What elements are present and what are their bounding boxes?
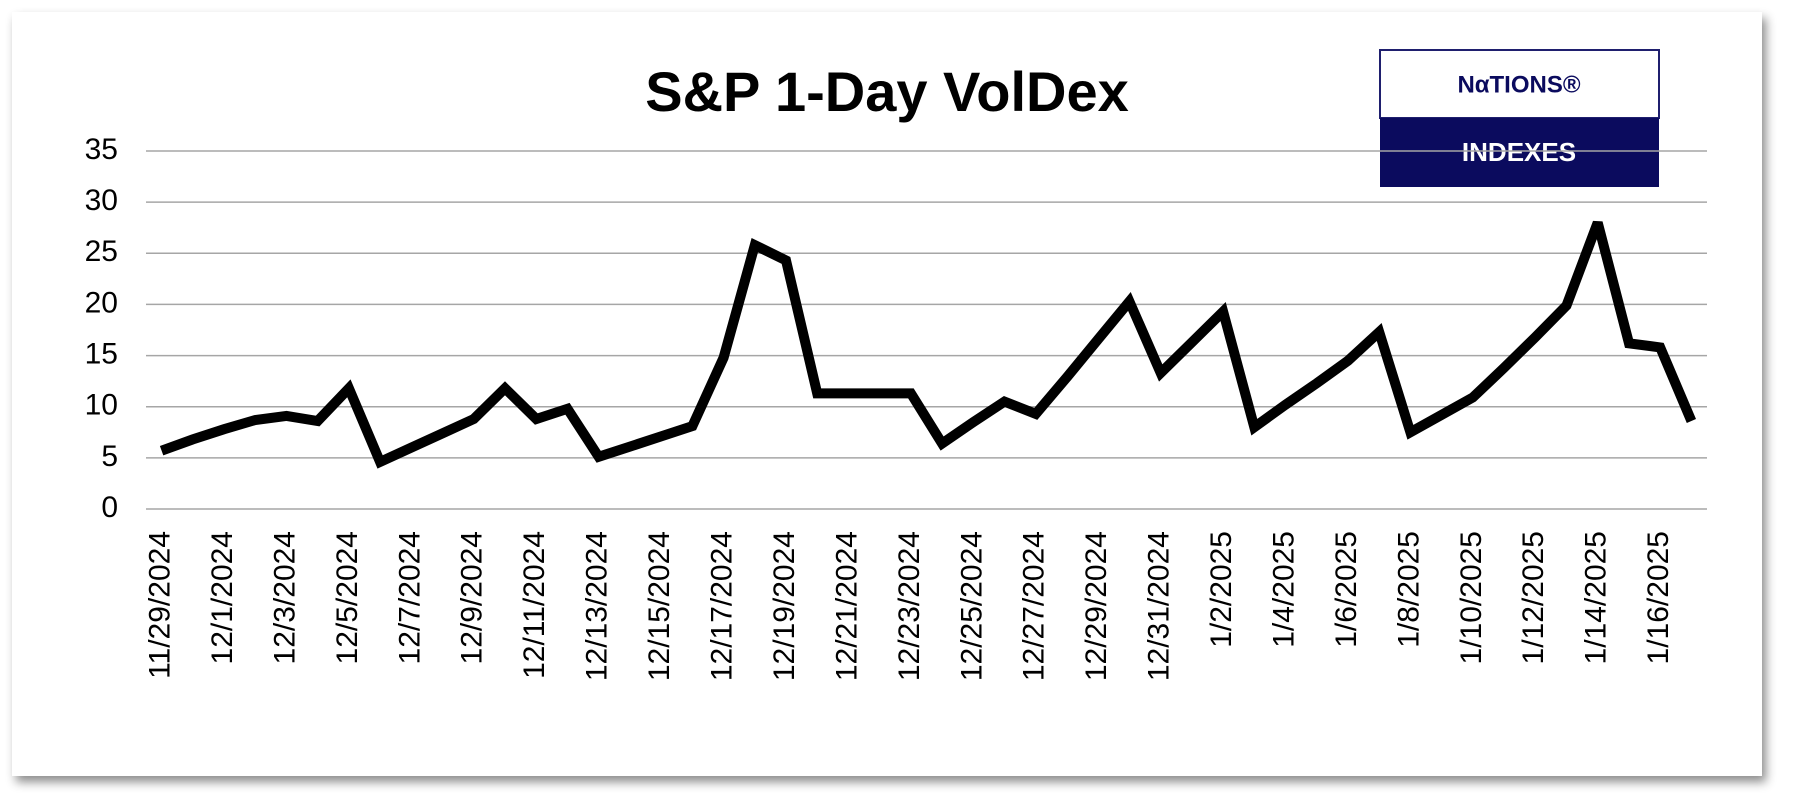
x-tick-label: 12/7/2024 (393, 531, 426, 664)
x-tick-label: 1/6/2025 (1330, 531, 1363, 648)
y-tick-label: 15 (85, 337, 118, 370)
x-tick-label: 12/3/2024 (268, 531, 301, 664)
x-tick-label: 12/11/2024 (518, 531, 551, 679)
x-tick-label: 1/12/2025 (1517, 531, 1550, 664)
x-tick-label: 12/27/2024 (1018, 531, 1051, 681)
logo-top-box (1379, 49, 1660, 119)
y-tick-label: 30 (85, 184, 118, 217)
x-tick-label: 12/23/2024 (893, 531, 926, 681)
logo-top-text: NαTIONS® (1457, 71, 1580, 98)
x-tick-label: 12/19/2024 (768, 531, 801, 681)
data-line (159, 220, 1697, 469)
x-tick-label: 1/16/2025 (1642, 531, 1675, 664)
x-tick-label: 12/31/2024 (1143, 531, 1176, 681)
chart-title: S&P 1-Day VolDex (645, 60, 1128, 123)
x-tick-label: 1/14/2025 (1580, 531, 1613, 664)
x-tick-label: 12/25/2024 (955, 531, 988, 681)
y-tick-label: 0 (101, 491, 118, 524)
y-tick-label: 35 (85, 133, 118, 166)
x-tick-label: 12/9/2024 (456, 531, 489, 664)
y-tick-label: 25 (85, 235, 118, 268)
x-tick-label: 1/8/2025 (1392, 531, 1425, 648)
y-tick-label: 10 (85, 389, 118, 422)
x-tick-label: 1/10/2025 (1455, 531, 1488, 664)
x-tick-label: 1/4/2025 (1267, 531, 1300, 648)
x-tick-label: 12/29/2024 (1080, 531, 1113, 681)
x-tick-label: 12/21/2024 (830, 531, 863, 681)
x-tick-label: 12/17/2024 (705, 531, 738, 681)
x-tick-label: 12/15/2024 (643, 531, 676, 681)
y-tick-label: 5 (101, 440, 118, 473)
logo-bottom-text: INDEXES (1462, 137, 1576, 167)
x-tick-label: 12/5/2024 (331, 531, 364, 664)
x-tick-label: 12/1/2024 (206, 531, 239, 664)
x-tick-label: 12/13/2024 (581, 531, 614, 681)
x-tick-label: 11/29/2024 (144, 531, 177, 679)
x-tick-label: 1/2/2025 (1205, 531, 1238, 648)
logo-bottom-box (1380, 118, 1659, 187)
y-tick-label: 20 (85, 286, 118, 319)
